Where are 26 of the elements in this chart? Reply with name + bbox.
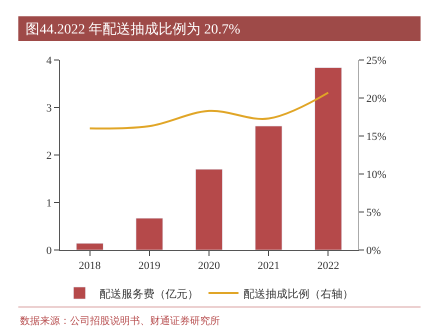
y-tick-label: 4 bbox=[46, 54, 52, 67]
bar bbox=[76, 243, 104, 250]
legend-label: 配送抽成比例（右轴） bbox=[244, 287, 354, 300]
legend-label: 配送服务费（亿元） bbox=[100, 287, 198, 300]
source-note: 数据来源：公司招股说明书、财通证券研究所 bbox=[20, 315, 220, 327]
x-tick-label: 2019 bbox=[138, 260, 161, 272]
y2-tick-label: 10% bbox=[366, 168, 386, 181]
x-tick-label: 2020 bbox=[198, 260, 220, 272]
y2-tick-label: 15% bbox=[366, 130, 386, 143]
y2-tick-label: 0% bbox=[366, 244, 381, 257]
y2-tick-label: 25% bbox=[366, 54, 386, 67]
bar bbox=[136, 218, 164, 250]
y2-tick-label: 5% bbox=[366, 206, 381, 219]
y-tick-label: 3 bbox=[46, 102, 52, 114]
bar bbox=[254, 126, 282, 250]
y-tick-label: 0 bbox=[46, 244, 52, 257]
bar bbox=[314, 67, 342, 250]
y-tick-label: 1 bbox=[46, 197, 52, 210]
y-tick-label: 2 bbox=[46, 150, 52, 162]
x-tick-label: 2021 bbox=[258, 260, 280, 272]
x-tick-label: 2022 bbox=[317, 260, 340, 272]
line-series bbox=[88, 92, 330, 130]
x-tick-label: 2018 bbox=[78, 260, 102, 272]
chart-title: 图44.2022 年配送抽成比例为 20.7% bbox=[26, 21, 241, 38]
bar bbox=[195, 169, 223, 250]
y2-tick-label: 20% bbox=[366, 92, 386, 105]
